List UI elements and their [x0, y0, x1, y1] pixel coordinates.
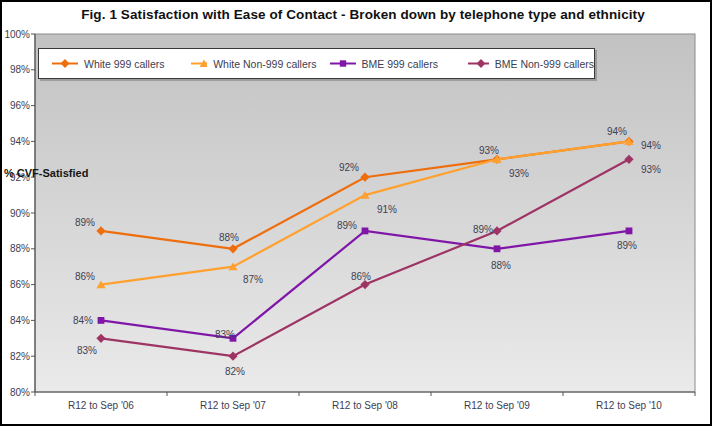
legend-item-bme-non-999-callers: BME Non-999 callers [455, 58, 594, 70]
y-tick-label: 86% [10, 279, 30, 290]
square-marker-icon [494, 245, 501, 252]
data-point-label: 89% [75, 217, 95, 228]
data-point-label: 86% [75, 271, 95, 282]
legend-key-diamond-icon [468, 58, 489, 69]
legend-key-square-icon [330, 58, 356, 69]
data-point-label: 93% [509, 168, 529, 179]
chart-title: Fig. 1 Satisfaction with Ease of Contact… [24, 7, 702, 22]
data-point-label: 82% [225, 366, 245, 377]
y-tick-label: 98% [10, 64, 30, 75]
y-tick-label: 80% [10, 387, 30, 398]
square-marker-icon [98, 317, 105, 324]
data-point-label: 89% [617, 240, 637, 251]
legend-label: BME 999 callers [362, 58, 438, 70]
data-point-label: 93% [479, 145, 499, 156]
y-tick-label: 100% [4, 29, 30, 40]
legend: White 999 callers White Non-999 callers BM… [38, 48, 595, 79]
legend-label: White 999 callers [84, 58, 165, 70]
data-point-label: 83% [77, 345, 97, 356]
legend-key-diamond-icon [52, 58, 78, 69]
legend-label: White Non-999 callers [213, 58, 316, 70]
data-point-label: 88% [491, 260, 511, 271]
legend-item-white-999-callers: White 999 callers [39, 58, 178, 70]
y-axis-title: % CVF-Satisfied [4, 167, 88, 179]
chart-figure: Fig. 1 Satisfaction with Ease of Contact… [0, 0, 712, 426]
y-tick-label: 96% [10, 100, 30, 111]
data-point-label: 86% [351, 271, 371, 282]
data-point-label: 89% [473, 224, 493, 235]
data-point-label: 94% [641, 140, 661, 151]
data-point-label: 91% [377, 204, 397, 215]
data-point-label: 84% [73, 315, 93, 326]
data-point-label: 92% [339, 162, 359, 173]
y-tick-label: 88% [10, 243, 30, 254]
legend-key-triangle-icon [191, 58, 207, 69]
legend-item-bme-999-callers: BME 999 callers [317, 58, 456, 70]
data-point-label: 83% [215, 329, 235, 340]
data-point-label: 88% [219, 232, 239, 243]
legend-item-white-non-999-callers: White Non-999 callers [178, 58, 317, 70]
y-tick-label: 94% [10, 136, 30, 147]
data-point-label: 87% [243, 274, 263, 285]
square-marker-icon [362, 228, 369, 235]
square-marker-icon [626, 228, 633, 235]
x-category-label: R12 to Sep '08 [332, 400, 398, 411]
legend-label: BME Non-999 callers [495, 58, 594, 70]
y-tick-label: 90% [10, 208, 30, 219]
plot-area [35, 34, 695, 392]
x-category-label: R12 to Sep '06 [68, 400, 134, 411]
data-point-label: 89% [337, 220, 357, 231]
data-point-label: 94% [607, 126, 627, 137]
x-category-label: R12 to Sep '09 [464, 400, 530, 411]
x-category-label: R12 to Sep '07 [200, 400, 266, 411]
data-point-label: 93% [641, 164, 661, 175]
x-category-label: R12 to Sep '10 [596, 400, 662, 411]
y-tick-label: 82% [10, 351, 30, 362]
y-tick-label: 84% [10, 315, 30, 326]
